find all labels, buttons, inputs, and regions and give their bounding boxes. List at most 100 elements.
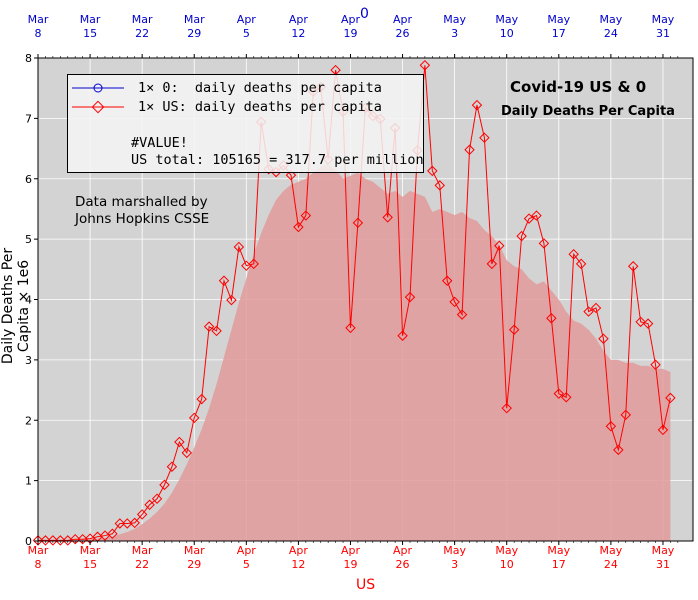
us-data-point xyxy=(181,447,193,459)
x-tick-label-month: Apr xyxy=(237,544,257,557)
us-data-point xyxy=(293,221,304,233)
x-tick-label-month: May xyxy=(443,544,466,557)
legend: 1× 0: daily deaths per capita 1× US: dai… xyxy=(67,74,424,173)
us-data-point xyxy=(508,324,520,335)
us-data-point xyxy=(62,535,73,546)
us-data-point xyxy=(546,312,557,324)
us-data-point xyxy=(211,325,222,337)
x-top-tick-label-day: 3 xyxy=(451,27,458,40)
us-data-point xyxy=(99,530,111,541)
x-tick-label-month: May xyxy=(600,544,623,557)
legend-label-zero: 1× 0: daily deaths per capita xyxy=(138,80,382,96)
us-data-point xyxy=(598,333,609,344)
x-tick-label-day: 24 xyxy=(604,558,618,571)
x-top-tick-label-day: 17 xyxy=(552,27,566,40)
x-top-tick-label-month: Mar xyxy=(184,13,205,26)
x-tick-label-day: 17 xyxy=(552,558,566,571)
x-tick-label-day: 10 xyxy=(500,558,514,571)
x-tick-label-day: 8 xyxy=(35,558,42,571)
x-top-tick-label-day: 26 xyxy=(396,27,410,40)
us-data-point xyxy=(174,436,185,448)
us-data-point xyxy=(114,518,126,529)
x-tick-label-month: Apr xyxy=(393,544,413,557)
y-tick-label: 1 xyxy=(25,475,32,488)
us-data-point xyxy=(129,517,140,529)
x-top-tick-label-day: 19 xyxy=(343,27,357,40)
x-tick-label-day: 26 xyxy=(396,558,410,571)
legend-swatch-zero xyxy=(72,83,124,93)
us-data-point xyxy=(471,99,483,111)
us-data-point xyxy=(486,258,498,270)
us-series-line xyxy=(38,65,671,541)
x-tick-label-day: 31 xyxy=(656,558,670,571)
y-tick-label: 8 xyxy=(25,52,32,65)
us-data-point xyxy=(345,322,356,334)
x-top-tick-label-month: Apr xyxy=(341,13,361,26)
us-data-point xyxy=(241,260,252,271)
us-data-point xyxy=(40,535,51,546)
x-top-tick-label-month: Apr xyxy=(393,13,413,26)
y-tick-label: 0 xyxy=(25,535,32,548)
us-data-point xyxy=(538,238,550,249)
us-data-point xyxy=(203,321,215,332)
us-data-point xyxy=(575,258,587,270)
legend-entry-zero: 1× 0: daily deaths per capita xyxy=(68,78,382,98)
us-data-point xyxy=(55,535,66,546)
us-data-point xyxy=(635,316,646,328)
x-top-tick-label-month: Apr xyxy=(289,13,309,26)
x-tick-label-day: 15 xyxy=(83,558,97,571)
us-data-point xyxy=(248,258,259,270)
chart-subtitle: Daily Deaths Per Capita xyxy=(501,104,675,119)
x-top-tick-label-day: 29 xyxy=(187,27,201,40)
us-data-point xyxy=(583,306,594,317)
us-data-point xyxy=(613,444,624,456)
legend-entry-us: 1× US: daily deaths per capita xyxy=(68,97,382,117)
y-tick-label: 3 xyxy=(25,354,32,367)
seven-day-average-area xyxy=(38,163,671,541)
x-top-tick-label-day: 8 xyxy=(35,27,42,40)
us-data-point xyxy=(404,291,416,303)
us-data-point xyxy=(531,210,542,221)
us-data-point xyxy=(434,180,445,191)
x-top-tick-label-month: May xyxy=(443,13,466,26)
us-data-point xyxy=(479,132,490,143)
x-tick-label-day: 29 xyxy=(187,558,201,571)
us-data-point xyxy=(226,294,237,306)
us-data-point xyxy=(196,393,207,405)
us-data-point xyxy=(516,230,527,242)
legend-label-us: 1× US: daily deaths per capita xyxy=(138,99,382,115)
x-tick-label-month: Mar xyxy=(28,544,49,557)
us-data-point xyxy=(382,212,393,223)
us-data-point xyxy=(464,144,475,156)
us-data-point xyxy=(568,248,579,260)
us-data-point xyxy=(523,213,535,224)
x-top-tick-label-day: 24 xyxy=(604,27,618,40)
x-top-tick-label-month: Mar xyxy=(80,13,101,26)
x-tick-label-month: May xyxy=(547,544,570,557)
us-data-point xyxy=(122,518,133,529)
y-tick-label: 5 xyxy=(25,233,32,246)
x-tick-label-month: May xyxy=(652,544,675,557)
us-data-point xyxy=(419,60,431,71)
x-top-tick-label-day: 15 xyxy=(83,27,97,40)
us-data-point xyxy=(553,388,565,399)
legend-us-total: US total: 105165 = 317.7 per million xyxy=(131,152,424,168)
us-data-point xyxy=(650,359,661,370)
us-series xyxy=(32,60,676,546)
us-data-point xyxy=(657,424,669,436)
us-data-point xyxy=(501,402,512,414)
y-tick-label: 4 xyxy=(25,294,32,307)
source-note-line2: Johns Hopkins CSSE xyxy=(75,211,210,227)
us-data-point xyxy=(605,421,617,432)
x-top-tick-label-month: May xyxy=(547,13,570,26)
us-data-point xyxy=(330,64,341,76)
x-tick-label-month: Mar xyxy=(80,544,101,557)
us-data-point xyxy=(47,535,59,546)
x-tick-label-month: May xyxy=(495,544,518,557)
source-note-line1: Data marshalled by xyxy=(75,194,208,210)
us-data-point xyxy=(189,412,200,424)
x-top-tick-label-day: 22 xyxy=(135,27,149,40)
us-data-point xyxy=(397,330,408,341)
us-data-point xyxy=(561,392,572,403)
x-top-tick-label-day: 10 xyxy=(500,27,514,40)
